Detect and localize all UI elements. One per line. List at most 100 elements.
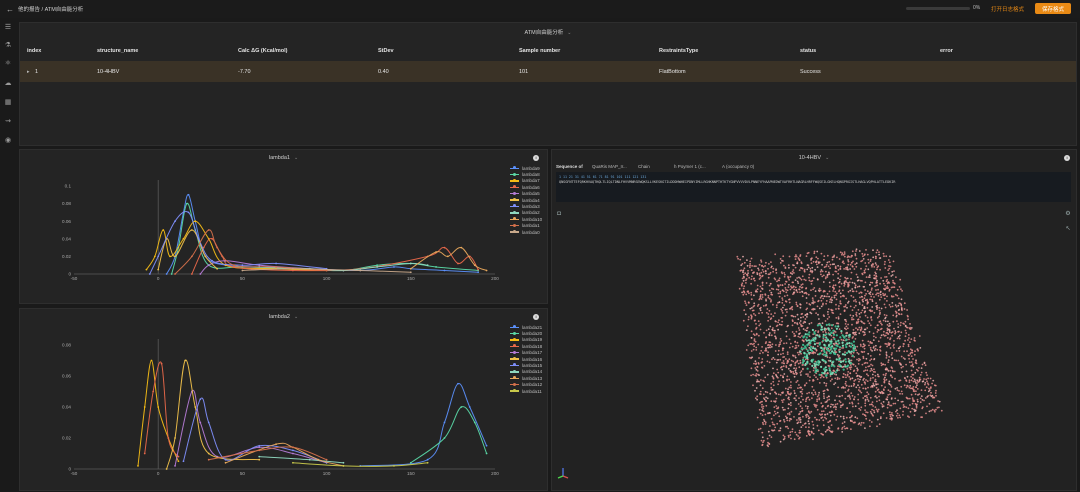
data-point-lambda16[interactable] bbox=[194, 406, 197, 408]
data-point-lambda16[interactable] bbox=[165, 468, 168, 470]
data-point-lambda6[interactable] bbox=[457, 262, 459, 265]
data-point-lambda19[interactable] bbox=[143, 406, 146, 408]
data-point-lambda10[interactable] bbox=[460, 246, 463, 249]
data-point-lambda13[interactable] bbox=[275, 443, 277, 446]
legend-item-lambda15[interactable]: lambda15 bbox=[510, 362, 542, 368]
data-point-lambda15[interactable] bbox=[207, 421, 210, 424]
legend-item-lambda19[interactable]: lambda19 bbox=[510, 337, 542, 343]
data-point-lambda15[interactable] bbox=[224, 458, 227, 461]
data-point-lambda0[interactable] bbox=[409, 271, 412, 274]
data-point-lambda8[interactable] bbox=[170, 273, 173, 275]
data-point-lambda1[interactable] bbox=[216, 246, 219, 249]
info-icon[interactable]: i bbox=[1064, 155, 1070, 161]
data-point-lambda3[interactable] bbox=[174, 220, 176, 223]
data-point-lambda18[interactable] bbox=[143, 452, 146, 455]
globe-icon[interactable]: ◉ bbox=[4, 137, 12, 144]
seq-polymer-select[interactable]: h Poymer 1 (c... bbox=[674, 164, 706, 169]
data-point-lambda21[interactable] bbox=[426, 458, 429, 461]
data-point-lambda7[interactable] bbox=[194, 220, 197, 223]
legend-item-lambda3[interactable]: lambda3 bbox=[510, 203, 542, 209]
data-point-lambda5[interactable] bbox=[258, 264, 261, 267]
data-point-lambda6[interactable] bbox=[190, 273, 193, 275]
data-point-lambda5[interactable] bbox=[207, 264, 210, 267]
data-point-lambda15[interactable] bbox=[182, 460, 185, 463]
data-point-lambda14[interactable] bbox=[258, 455, 261, 458]
sequence-box[interactable]: 1 11 21 31 41 51 61 71 81 91 101 111 121… bbox=[556, 172, 1071, 202]
legend-item-lambda20[interactable]: lambda20 bbox=[510, 330, 542, 336]
series-line-lambda9[interactable] bbox=[166, 194, 479, 275]
series-line-lambda14[interactable] bbox=[259, 456, 344, 464]
cloud-icon[interactable]: ☁ bbox=[4, 80, 12, 87]
data-point-lambda9[interactable] bbox=[393, 266, 395, 268]
legend-item-lambda12[interactable]: lambda12 bbox=[510, 382, 542, 388]
legend-item-lambda21[interactable]: lambda21 bbox=[510, 324, 542, 330]
legend-item-lambda8[interactable]: lambda8 bbox=[510, 171, 542, 177]
data-point-lambda3[interactable] bbox=[211, 259, 213, 262]
data-point-lambda11[interactable] bbox=[292, 461, 294, 464]
data-point-lambda7[interactable] bbox=[162, 229, 165, 231]
data-point-lambda21[interactable] bbox=[485, 444, 488, 447]
data-point-lambda17[interactable] bbox=[258, 446, 261, 449]
series-line-lambda7[interactable] bbox=[145, 220, 327, 271]
data-point-lambda6[interactable] bbox=[477, 268, 480, 271]
data-point-lambda20[interactable] bbox=[473, 421, 476, 424]
info-icon[interactable]: i bbox=[533, 155, 539, 161]
data-point-lambda15[interactable] bbox=[199, 398, 202, 401]
data-point-lambda12[interactable] bbox=[207, 458, 210, 461]
data-point-lambda20[interactable] bbox=[460, 406, 463, 408]
legend-item-lambda11[interactable]: lambda11 bbox=[510, 388, 542, 394]
save-format-button[interactable]: 保存格式 bbox=[1035, 3, 1071, 14]
legend-item-lambda14[interactable]: lambda14 bbox=[510, 369, 542, 375]
legend-item-lambda9[interactable]: lambda9 bbox=[510, 165, 542, 171]
data-point-lambda9[interactable] bbox=[443, 269, 446, 272]
legend-item-lambda2[interactable]: lambda2 bbox=[510, 210, 542, 216]
data-point-lambda16[interactable] bbox=[184, 359, 187, 362]
data-point-lambda7[interactable] bbox=[145, 268, 148, 271]
data-point-lambda9[interactable] bbox=[165, 273, 168, 275]
data-point-lambda14[interactable] bbox=[342, 461, 345, 464]
back-arrow-icon[interactable]: ← bbox=[6, 4, 14, 14]
series-line-lambda11[interactable] bbox=[292, 462, 428, 467]
series-line-lambda10[interactable] bbox=[410, 247, 487, 271]
legend-item-lambda18[interactable]: lambda18 bbox=[510, 343, 542, 349]
data-point-lambda18[interactable] bbox=[160, 362, 163, 365]
data-point-lambda18[interactable] bbox=[167, 437, 170, 439]
data-point-lambda17[interactable] bbox=[174, 465, 176, 467]
data-point-lambda0[interactable] bbox=[292, 267, 294, 270]
data-point-lambda9[interactable] bbox=[187, 193, 190, 196]
data-point-lambda21[interactable] bbox=[468, 406, 471, 408]
legend-item-lambda7[interactable]: lambda7 bbox=[510, 178, 542, 184]
legend-item-lambda17[interactable]: lambda17 bbox=[510, 350, 542, 356]
table-panel-title[interactable]: ATM自由能分析 ⌄ bbox=[524, 30, 572, 36]
data-point-lambda16[interactable] bbox=[174, 437, 176, 439]
data-point-lambda0[interactable] bbox=[241, 269, 244, 272]
log-format-link[interactable]: 打开日志格式 bbox=[991, 7, 1025, 13]
data-point-lambda19[interactable] bbox=[150, 359, 153, 362]
data-point-lambda1[interactable] bbox=[207, 229, 210, 231]
data-point-lambda10[interactable] bbox=[446, 255, 449, 258]
data-point-lambda1[interactable] bbox=[190, 255, 193, 258]
legend-item-lambda16[interactable]: lambda16 bbox=[510, 356, 542, 362]
data-point-lambda4[interactable] bbox=[157, 268, 160, 271]
grid-icon[interactable]: ▦ bbox=[4, 99, 12, 106]
legend-item-lambda1[interactable]: lambda1 bbox=[510, 223, 542, 229]
info-icon[interactable]: i bbox=[533, 314, 539, 320]
seq-model-select[interactable]: QuaRis MAP_Ir... bbox=[592, 164, 627, 169]
data-point-lambda7[interactable] bbox=[153, 255, 156, 258]
chevron-down-icon[interactable]: ⌄ bbox=[567, 30, 572, 36]
data-point-lambda10[interactable] bbox=[485, 269, 488, 272]
data-point-lambda12[interactable] bbox=[325, 458, 328, 461]
settings-icon[interactable]: ⚙ bbox=[1065, 211, 1071, 217]
data-point-lambda17[interactable] bbox=[292, 452, 294, 455]
data-point-lambda21[interactable] bbox=[457, 382, 459, 385]
data-point-lambda13[interactable] bbox=[317, 458, 320, 461]
seq-chain-select[interactable]: Chain bbox=[638, 164, 650, 169]
data-point-lambda18[interactable] bbox=[152, 390, 155, 393]
data-point-lambda2[interactable] bbox=[409, 262, 412, 265]
list-icon[interactable]: ☰ bbox=[4, 24, 12, 31]
legend-item-lambda10[interactable]: lambda10 bbox=[510, 216, 542, 222]
sequence-text[interactable]: QNSGFNTTEFQRKHVAQTHQLTLIQLTDNLFHVVMNRSEW… bbox=[559, 180, 896, 184]
data-point-lambda0[interactable] bbox=[359, 269, 362, 272]
data-point-lambda13[interactable] bbox=[224, 461, 227, 464]
data-point-lambda12[interactable] bbox=[292, 446, 294, 449]
